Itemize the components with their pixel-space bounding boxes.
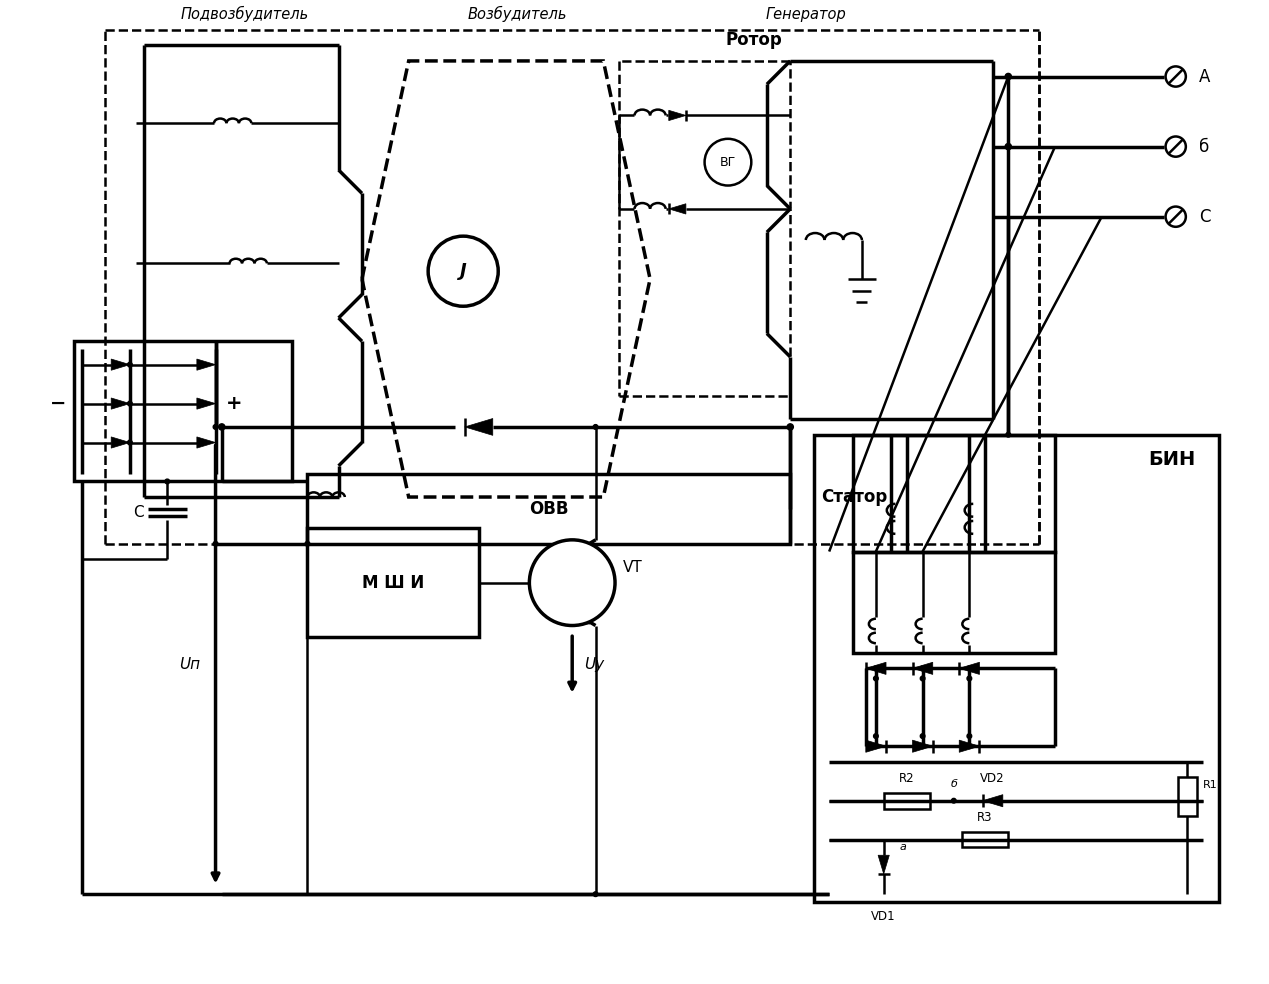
Circle shape bbox=[1005, 144, 1011, 150]
Text: Ротор: Ротор bbox=[726, 31, 783, 49]
Bar bbox=[962, 831, 1009, 847]
Text: R2: R2 bbox=[900, 772, 915, 785]
Text: R1: R1 bbox=[1203, 780, 1218, 790]
Text: а: а bbox=[900, 842, 906, 852]
Text: С: С bbox=[1199, 208, 1211, 225]
Polygon shape bbox=[865, 662, 886, 674]
Polygon shape bbox=[197, 398, 216, 409]
Circle shape bbox=[873, 734, 878, 738]
Circle shape bbox=[1005, 74, 1011, 80]
Circle shape bbox=[704, 139, 751, 186]
Bar bbox=[853, 552, 1055, 652]
Circle shape bbox=[213, 541, 218, 546]
Polygon shape bbox=[112, 398, 129, 409]
Circle shape bbox=[593, 425, 598, 429]
Circle shape bbox=[787, 424, 793, 430]
Text: Подвозбудитель: Подвозбудитель bbox=[181, 6, 310, 22]
Text: б: б bbox=[1199, 138, 1209, 155]
Text: ОВВ: ОВВ bbox=[529, 500, 569, 518]
Text: С: С bbox=[133, 505, 143, 521]
Circle shape bbox=[920, 676, 925, 681]
Bar bbox=[813, 435, 1218, 902]
Circle shape bbox=[1006, 74, 1010, 79]
Circle shape bbox=[967, 666, 972, 671]
Circle shape bbox=[967, 744, 972, 749]
Text: J: J bbox=[459, 262, 467, 280]
Polygon shape bbox=[982, 795, 1003, 807]
Polygon shape bbox=[959, 662, 980, 674]
Circle shape bbox=[218, 424, 225, 430]
Text: ВГ: ВГ bbox=[720, 155, 736, 168]
Circle shape bbox=[873, 676, 878, 681]
Polygon shape bbox=[669, 110, 687, 121]
Bar bbox=[883, 793, 930, 809]
Circle shape bbox=[128, 362, 132, 367]
Polygon shape bbox=[912, 662, 933, 674]
Text: VT: VT bbox=[623, 560, 642, 575]
Text: Статор: Статор bbox=[821, 488, 887, 506]
Text: А: А bbox=[1199, 68, 1211, 86]
Circle shape bbox=[788, 425, 793, 429]
Bar bbox=[307, 528, 478, 638]
Text: R3: R3 bbox=[977, 811, 992, 824]
Circle shape bbox=[920, 744, 925, 749]
Text: VD2: VD2 bbox=[981, 772, 1005, 785]
Text: Uу: Uу bbox=[584, 657, 604, 672]
Circle shape bbox=[213, 425, 218, 429]
Circle shape bbox=[1006, 432, 1010, 437]
Polygon shape bbox=[112, 359, 129, 370]
Polygon shape bbox=[112, 437, 129, 448]
Circle shape bbox=[128, 401, 132, 406]
Circle shape bbox=[920, 734, 925, 738]
Bar bbox=[1178, 777, 1197, 817]
Polygon shape bbox=[464, 418, 492, 435]
Text: Возбудитель: Возбудитель bbox=[468, 6, 567, 22]
Circle shape bbox=[165, 479, 170, 484]
Text: Генератор: Генератор bbox=[765, 7, 846, 22]
Polygon shape bbox=[669, 204, 687, 215]
Text: +: + bbox=[226, 394, 242, 413]
Polygon shape bbox=[197, 437, 216, 448]
Circle shape bbox=[593, 892, 598, 896]
Bar bbox=[307, 473, 791, 544]
Polygon shape bbox=[959, 740, 980, 753]
Text: М Ш И: М Ш И bbox=[362, 574, 424, 591]
Text: −: − bbox=[49, 394, 66, 413]
Circle shape bbox=[967, 676, 972, 681]
Polygon shape bbox=[912, 740, 933, 753]
Circle shape bbox=[873, 666, 878, 671]
Circle shape bbox=[529, 540, 615, 626]
Circle shape bbox=[305, 541, 310, 546]
Circle shape bbox=[873, 744, 878, 749]
Text: БИН: БИН bbox=[1148, 451, 1195, 469]
Circle shape bbox=[967, 734, 972, 738]
Circle shape bbox=[952, 798, 956, 803]
Text: VD1: VD1 bbox=[872, 910, 896, 923]
Circle shape bbox=[128, 440, 132, 445]
Polygon shape bbox=[878, 855, 890, 874]
Bar bbox=[74, 341, 292, 481]
Bar bbox=[853, 435, 1055, 552]
Text: б: б bbox=[950, 779, 957, 789]
Text: Uп: Uп bbox=[179, 657, 201, 672]
Polygon shape bbox=[197, 359, 216, 370]
Circle shape bbox=[920, 666, 925, 671]
Circle shape bbox=[428, 236, 499, 306]
Polygon shape bbox=[865, 740, 886, 753]
